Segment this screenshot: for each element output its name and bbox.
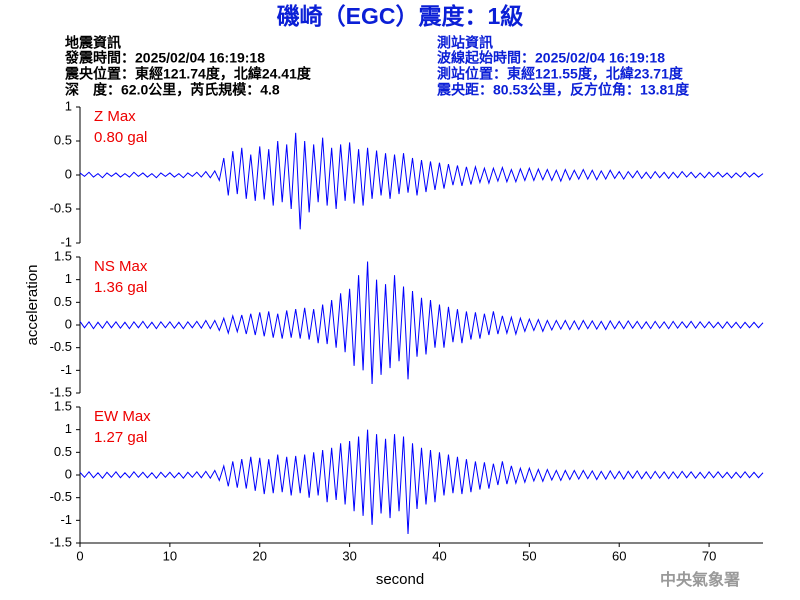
info-line: 波線起始時間：2025/02/04 16:19:18 xyxy=(437,50,665,66)
x-axis-label: second xyxy=(376,571,424,588)
y-tick-label: 0.5 xyxy=(54,444,72,459)
title: 磯崎（EGC）震度：1級 xyxy=(277,3,524,29)
x-tick-label: 0 xyxy=(76,548,83,563)
x-tick-label: 50 xyxy=(522,548,536,563)
x-tick-label: 40 xyxy=(432,548,446,563)
annotation: 0.80 gal xyxy=(94,129,147,146)
annotation: EW Max xyxy=(94,408,151,425)
y-tick-label: 1.5 xyxy=(54,398,72,413)
waveform xyxy=(79,132,764,230)
y-tick-label: -1.5 xyxy=(50,384,72,399)
y-tick-label: -0.5 xyxy=(50,339,72,354)
annotation: Z Max xyxy=(94,108,136,125)
info-line: 測站資訊 xyxy=(437,35,493,51)
y-tick-label: 0.5 xyxy=(54,132,72,147)
info-line: 震央距：80.53公里，反方位角：13.81度 xyxy=(436,82,690,98)
waveform xyxy=(79,429,764,534)
waveform xyxy=(79,261,764,384)
annotation: 1.27 gal xyxy=(94,429,147,446)
y-tick-label: -1.5 xyxy=(50,534,72,549)
x-tick-label: 70 xyxy=(702,548,716,563)
y-tick-label: 1 xyxy=(65,271,72,286)
x-tick-label: 10 xyxy=(163,548,177,563)
info-line: 發震時間：2025/02/04 16:19:18 xyxy=(64,50,265,66)
y-tick-label: 0 xyxy=(65,466,72,481)
footer: 中央氣象署 xyxy=(660,570,740,589)
info-line: 測站位置：東經121.55度，北緯23.71度 xyxy=(437,66,684,82)
y-tick-label: -1 xyxy=(60,362,72,377)
y-tick-label: 0.5 xyxy=(54,294,72,309)
y-tick-label: 1 xyxy=(65,421,72,436)
y-tick-label: 0 xyxy=(65,316,72,331)
info-line: 地震資訊 xyxy=(65,35,121,51)
y-tick-label: -0.5 xyxy=(50,489,72,504)
y-tick-label: -1 xyxy=(60,234,72,249)
y-tick-label: 1.5 xyxy=(54,248,72,263)
y-tick-label: -1 xyxy=(60,512,72,527)
y-tick-label: 1 xyxy=(65,98,72,113)
annotation: 1.36 gal xyxy=(94,279,147,296)
x-tick-label: 20 xyxy=(253,548,267,563)
y-axis-label: acceleration xyxy=(24,265,41,346)
y-tick-label: -0.5 xyxy=(50,200,72,215)
annotation: NS Max xyxy=(94,258,148,275)
x-tick-label: 60 xyxy=(612,548,626,563)
x-tick-label: 30 xyxy=(342,548,356,563)
y-tick-label: 0 xyxy=(65,166,72,181)
info-line: 深 度：62.0公里，芮氏規模：4.8 xyxy=(65,82,280,98)
info-line: 震央位置：東經121.74度，北緯24.41度 xyxy=(64,66,312,82)
